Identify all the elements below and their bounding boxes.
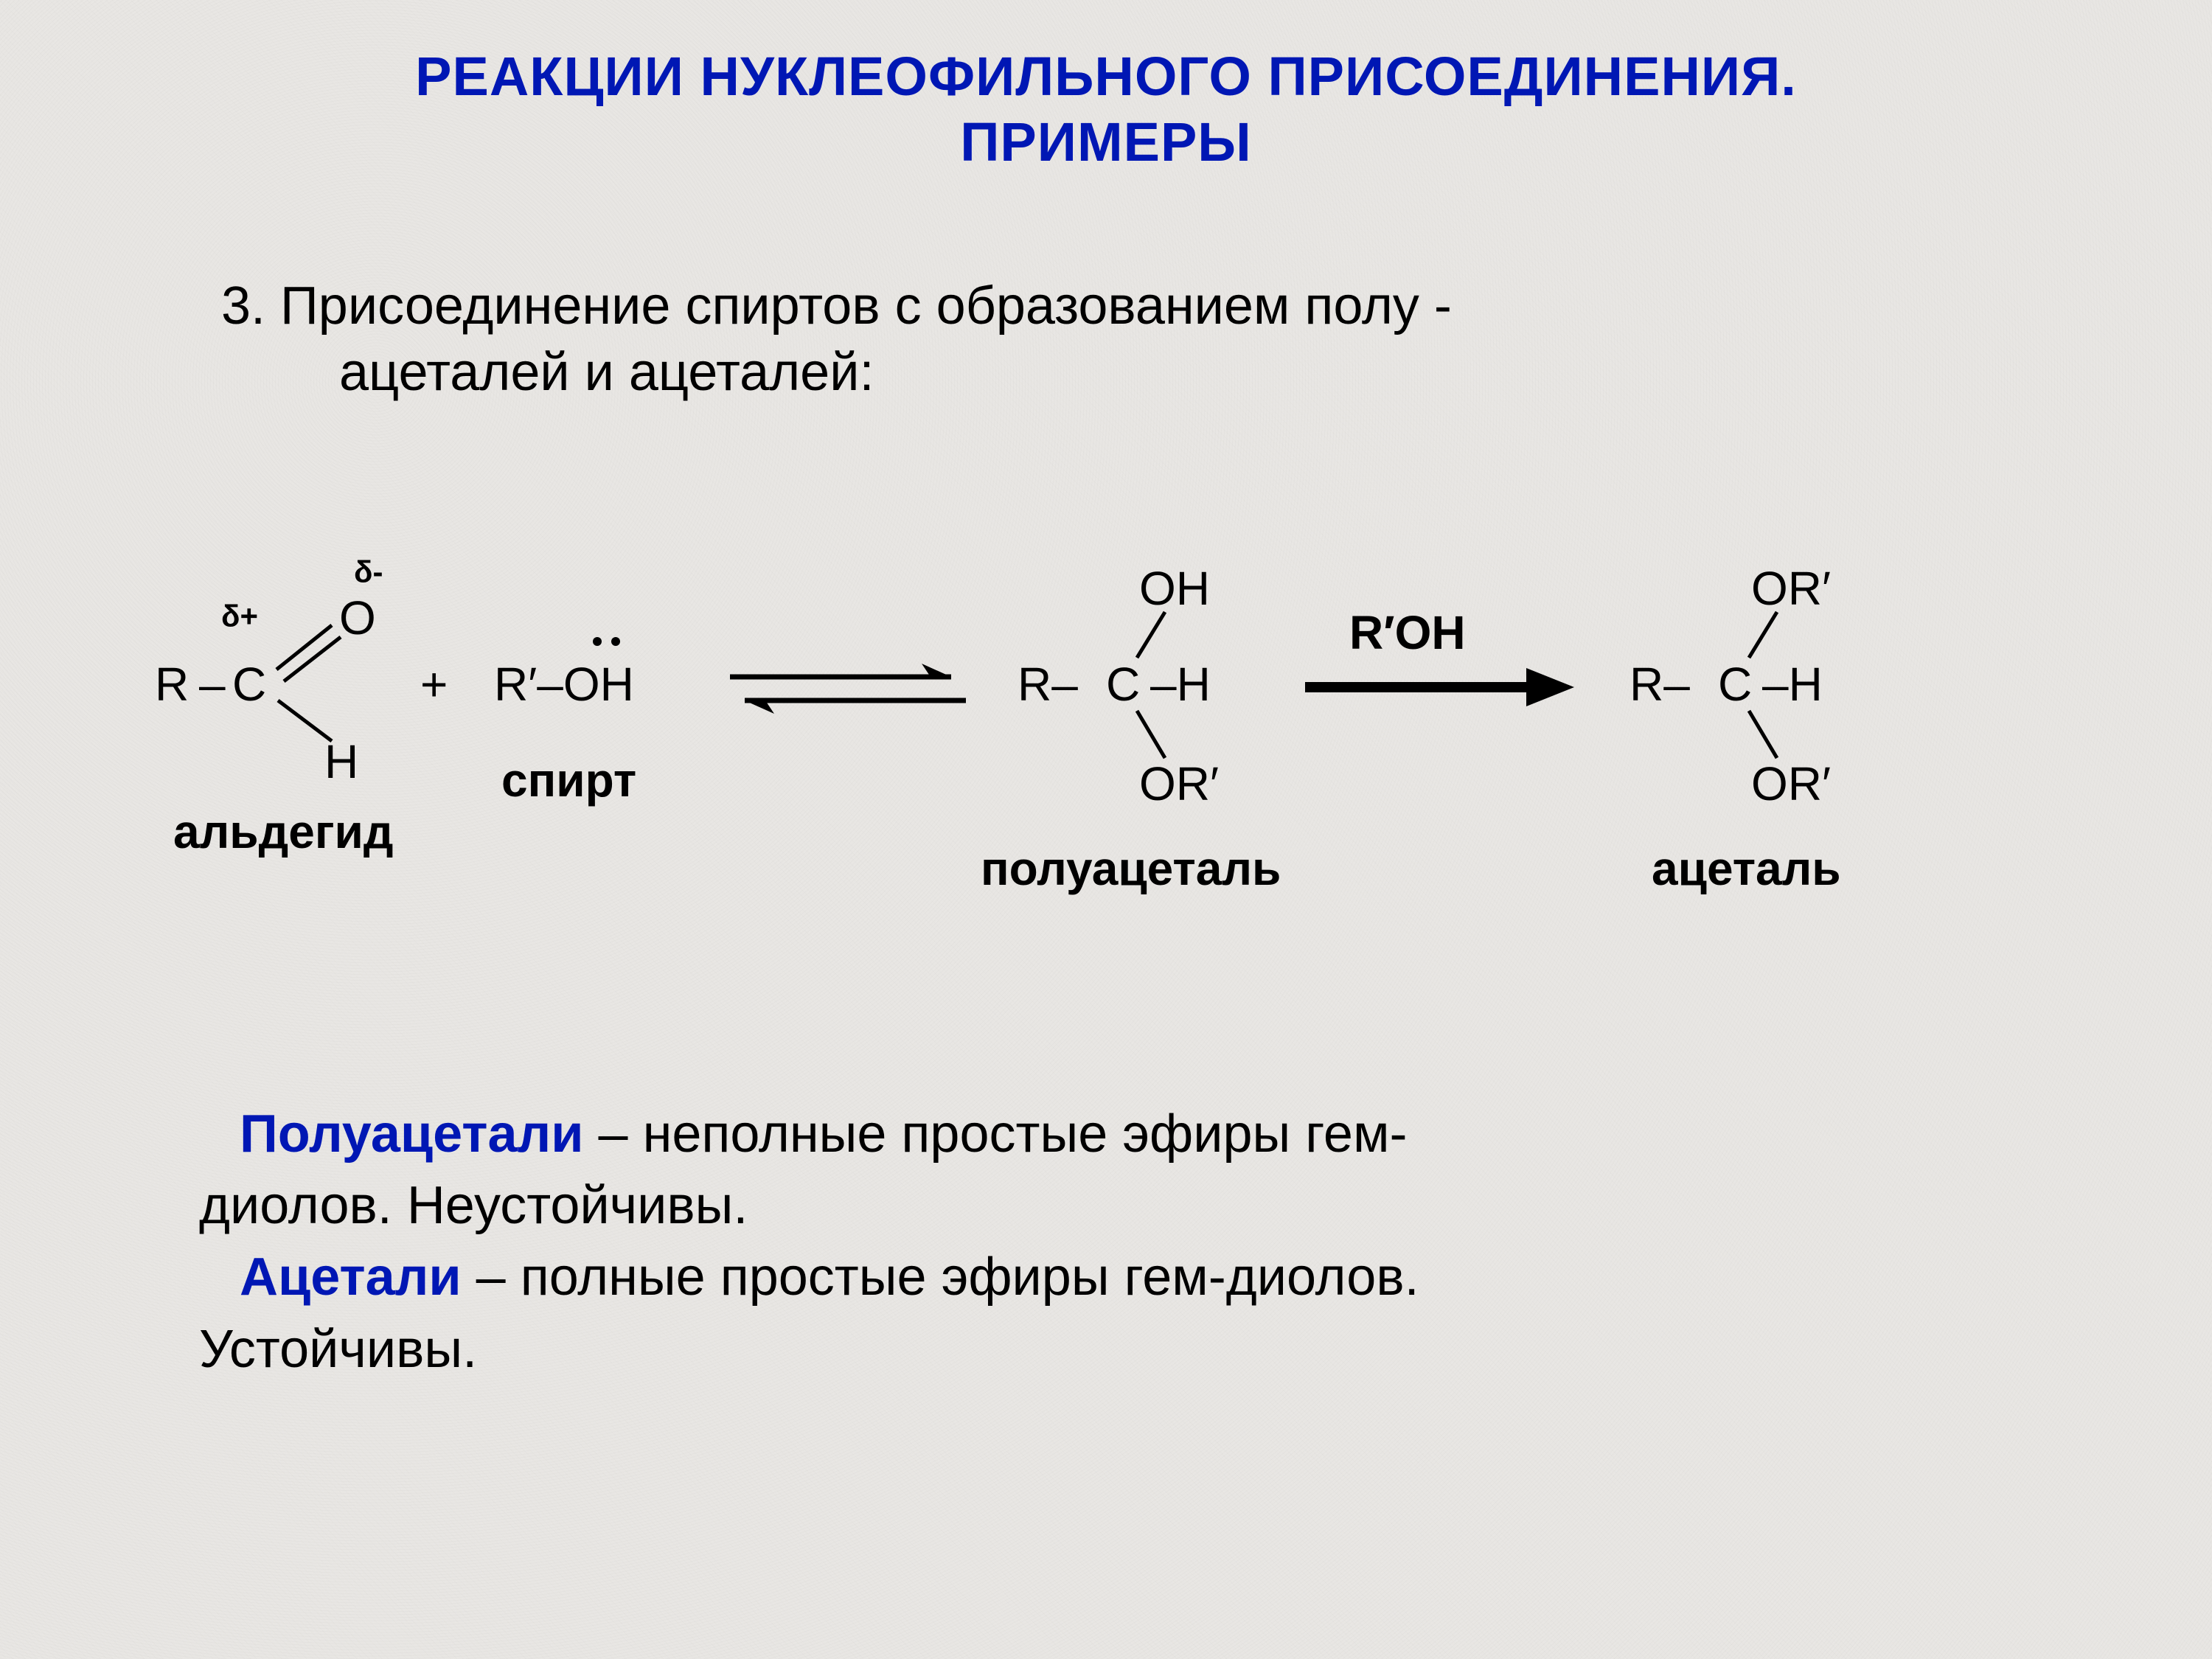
reaction-scheme: R – C O H δ+ δ- альдегид + R′–OH спирт R… [111, 487, 2101, 885]
acet-C: C [1718, 658, 1752, 711]
alcohol-H: H [600, 658, 634, 711]
acetal-label: ацеталь [1652, 842, 1841, 895]
aldehyde-C: C [232, 658, 266, 711]
hemi-C: C [1106, 658, 1140, 711]
acetal-term: Ацетали [240, 1248, 462, 1307]
aldehyde-structure: R – C O H δ+ δ- [155, 554, 383, 788]
hemi-OR: OR′ [1139, 757, 1219, 810]
definitions-block: Полуацетали – неполные простые эфиры гем… [199, 1099, 2013, 1385]
alcohol-structure: R′–OH [494, 637, 634, 711]
equilibrium-arrow [730, 664, 966, 714]
svg-text:R–: R– [1018, 658, 1078, 711]
double-bond-2 [284, 637, 341, 681]
lone-pair-dot [593, 637, 602, 646]
alcohol-Rprime: R′– [494, 658, 563, 711]
alcohol-label: спирт [501, 754, 636, 807]
acet-OR-bot: OR′ [1751, 757, 1831, 810]
acet-bot-bond [1749, 711, 1777, 758]
svg-text:–H: –H [1762, 658, 1823, 711]
intro-line2: ацеталей и ацеталей: [221, 339, 2065, 406]
svg-text:–: – [199, 658, 226, 711]
acet-top-bond [1749, 612, 1777, 658]
svg-text:R′–OH: R′–OH [494, 658, 634, 711]
intro-line1: Присоединение спиртов с образованием пол… [265, 276, 1452, 335]
title-line2: ПРИМЕРЫ [0, 110, 2212, 175]
aldehyde-label: альдегид [173, 805, 393, 858]
plus-sign: + [420, 658, 448, 711]
alcohol-O: O [563, 658, 600, 711]
lone-pair-dot [611, 637, 620, 646]
hemiacetal-label: полуацеталь [981, 842, 1281, 895]
aldehyde-R: R [155, 658, 189, 711]
slide-title: РЕАКЦИИ НУКЛЕОФИЛЬНОГО ПРИСОЕДИНЕНИЯ. ПР… [0, 44, 2212, 175]
acetal-text2: Устойчивы. [199, 1320, 477, 1379]
acet-OR-top: OR′ [1751, 562, 1831, 615]
title-line1: РЕАКЦИИ НУКЛЕОФИЛЬНОГО ПРИСОЕДИНЕНИЯ. [0, 44, 2212, 110]
hemiacetal-text1: – неполные простые эфиры гем- [584, 1105, 1408, 1164]
delta-minus: δ- [354, 554, 383, 589]
delta-plus: δ+ [221, 599, 258, 633]
hemi-top-bond [1137, 612, 1165, 658]
hemi-bot-bond [1137, 711, 1165, 758]
svg-text:–H: –H [1150, 658, 1211, 711]
acet-H: H [1789, 658, 1823, 711]
hemiacetal-term: Полуацетали [240, 1105, 584, 1164]
acetal-text1: – полные простые эфиры гем-диолов. [462, 1248, 1419, 1307]
arrow2-label: R′OH [1349, 606, 1466, 659]
hemi-H: H [1177, 658, 1211, 711]
hemi-R: R [1018, 658, 1051, 711]
intro-text: 3. Присоединение спиртов с образованием … [221, 273, 2065, 406]
hemiacetal-structure: R– C –H OH OR′ [1018, 562, 1219, 810]
acet-R: R [1630, 658, 1663, 711]
hemi-OH: OH [1139, 562, 1210, 615]
svg-text:R–: R– [1630, 658, 1690, 711]
forward-arrow: R′OH [1305, 606, 1574, 706]
aldehyde-O: O [339, 591, 376, 644]
aldehyde-H: H [324, 735, 358, 788]
list-number: 3. [221, 276, 265, 335]
double-bond-1 [276, 625, 332, 669]
acetal-structure: R– C –H OR′ OR′ [1630, 562, 1831, 810]
hemiacetal-text2: диолов. Неустойчивы. [199, 1176, 748, 1235]
reaction-svg: R – C O H δ+ δ- альдегид + R′–OH спирт R… [111, 487, 2101, 900]
